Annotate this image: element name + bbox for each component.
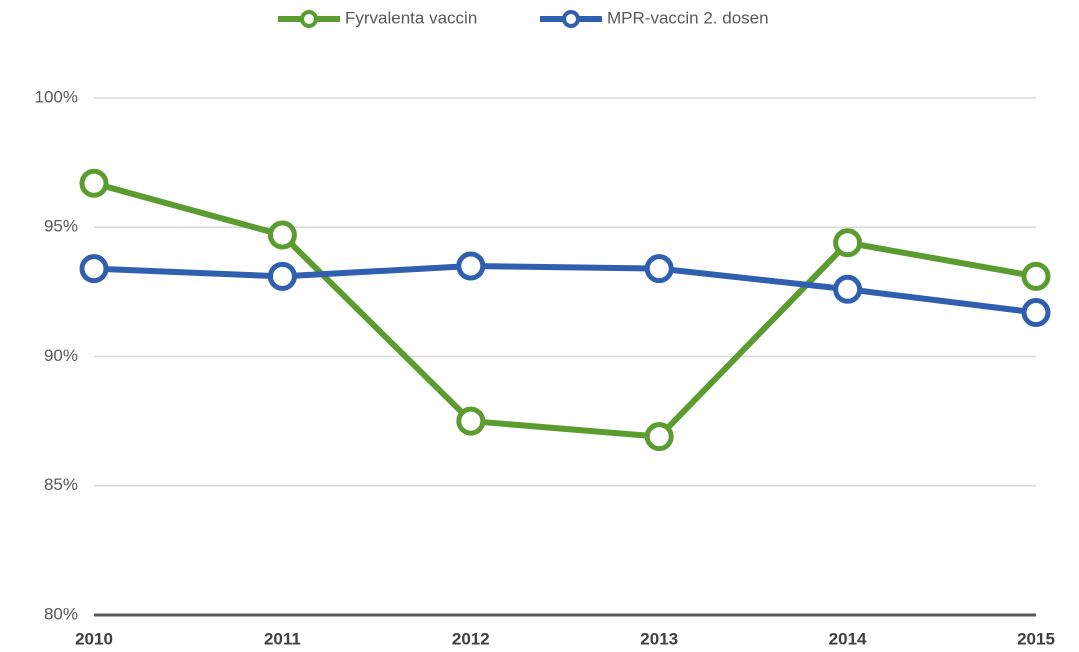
data-point bbox=[267, 261, 297, 291]
x-tick-label: 2011 bbox=[264, 629, 301, 648]
series-line bbox=[93, 180, 1037, 440]
x-tick-label: 2015 bbox=[1017, 629, 1055, 648]
legend-marker bbox=[300, 10, 318, 28]
y-tick-label: 100% bbox=[35, 87, 78, 106]
data-point bbox=[456, 406, 486, 436]
y-tick-label: 90% bbox=[44, 346, 78, 365]
x-tick-label: 2013 bbox=[640, 629, 678, 648]
y-tick-label: 80% bbox=[44, 604, 78, 623]
y-tick-label: 95% bbox=[44, 217, 78, 236]
data-point bbox=[1021, 298, 1051, 328]
x-tick-label: 2014 bbox=[829, 629, 867, 648]
data-point bbox=[456, 251, 486, 281]
data-point bbox=[833, 228, 863, 258]
data-point bbox=[79, 254, 109, 284]
data-point bbox=[79, 168, 109, 198]
data-point bbox=[1021, 261, 1051, 291]
data-point bbox=[267, 220, 297, 250]
data-point bbox=[644, 254, 674, 284]
series-line bbox=[93, 263, 1037, 316]
x-tick-label: 2010 bbox=[75, 629, 113, 648]
legend-label: Fyrvalenta vaccin bbox=[345, 8, 477, 27]
legend-marker bbox=[562, 10, 580, 28]
y-tick-label: 85% bbox=[44, 475, 78, 494]
legend-label: MPR-vaccin 2. dosen bbox=[607, 8, 769, 27]
x-tick-label: 2012 bbox=[452, 629, 490, 648]
data-point bbox=[833, 274, 863, 304]
data-point bbox=[644, 422, 674, 452]
